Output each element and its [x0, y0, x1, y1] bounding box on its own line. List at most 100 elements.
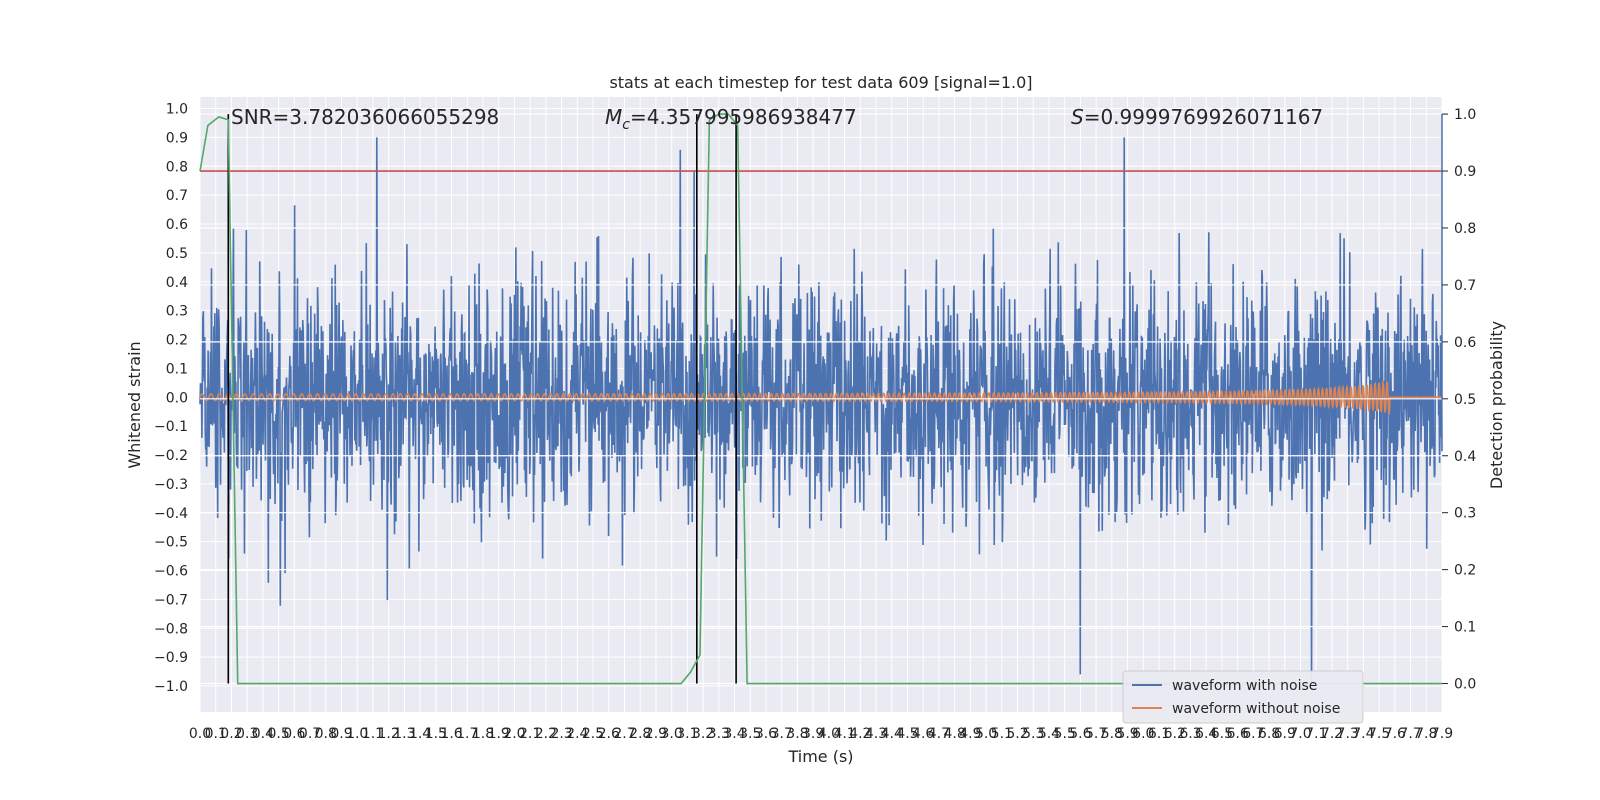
y2-tick-label: 1.0	[1454, 107, 1476, 123]
x-tick-label: 6.7	[1242, 726, 1264, 742]
x-tick-label: 0.8	[315, 726, 337, 742]
mc-symbol: M	[605, 105, 622, 129]
x-tick-label: 4.0	[818, 726, 840, 742]
y-tick-label: 0.9	[166, 130, 188, 146]
y-tick-label: 0.2	[166, 333, 188, 349]
x-tick-label: 0.6	[283, 726, 305, 742]
x-tick-label: 6.4	[1195, 726, 1217, 742]
x-tick-label: 5.9	[1116, 726, 1138, 742]
x-tick-label: 4.5	[896, 726, 918, 742]
x-axis-label: Time (s)	[787, 747, 853, 766]
y-tick-label: 0.8	[166, 159, 188, 175]
x-tick-label: 5.3	[1022, 726, 1044, 742]
x-tick-label: 3.6	[755, 726, 777, 742]
x-tick-label: 6.2	[1164, 726, 1186, 742]
x-tick-label: 7.4	[1352, 726, 1374, 742]
clean-waveform-line	[199, 380, 1442, 415]
x-tick-label: 0.9	[330, 726, 352, 742]
x-tick-label: 6.6	[1226, 726, 1248, 742]
y-tick-label: −1.0	[154, 679, 188, 695]
y-tick-label: −0.8	[154, 621, 188, 637]
legend-label-noise: waveform with noise	[1172, 678, 1317, 694]
x-tick-label: 2.4	[566, 726, 588, 742]
overlay	[199, 113, 1443, 685]
y-tick-label: 0.5	[166, 246, 188, 262]
x-tick-label: 4.6	[912, 726, 934, 742]
y-axis-label: Whitened strain	[125, 341, 144, 468]
mc-annotation: Mc=4.357995986938477	[605, 105, 857, 133]
chart-title: stats at each timestep for test data 609…	[609, 73, 1032, 92]
y-tick-label: 0.3	[166, 304, 188, 320]
mc-subscript: c	[622, 117, 630, 133]
y2-tick-label: 0.7	[1454, 278, 1476, 294]
y2-axis-label: Detection probability	[1487, 321, 1506, 489]
y-tick-label: 0.1	[166, 361, 188, 377]
x-tick-label: 2.8	[629, 726, 651, 742]
y-tick-label: −0.5	[154, 535, 188, 551]
x-tick-label: 4.1	[833, 726, 855, 742]
x-tick-label: 7.2	[1321, 726, 1343, 742]
x-tick-label: 6.8	[1258, 726, 1280, 742]
x-tick-label: 3.1	[676, 726, 698, 742]
x-tick-label: 5.8	[1101, 726, 1123, 742]
x-tick-label: 5.4	[1038, 726, 1060, 742]
x-tick-label: 3.5	[739, 726, 761, 742]
snr-annotation: SNR=3.782036066055298	[231, 105, 499, 129]
signal-series	[199, 380, 1442, 415]
x-tick-label: 2.0	[503, 726, 525, 742]
y-tick-label: −0.3	[154, 477, 188, 493]
x-tick-label: 0.0	[189, 726, 211, 742]
y2-tick-label: 0.3	[1454, 506, 1476, 522]
x-tick-label: 3.4	[723, 726, 745, 742]
y-tick-label: 0.6	[166, 217, 188, 233]
y2-tick-label: 0.4	[1454, 449, 1476, 465]
y-tick-label: 0.4	[166, 275, 188, 291]
mc-value: =4.357995986938477	[630, 105, 857, 129]
legend-label-signal: waveform without noise	[1172, 701, 1340, 717]
x-tick-label: 2.7	[613, 726, 635, 742]
x-tick-label: 0.2	[220, 726, 242, 742]
x-tick-label: 5.1	[991, 726, 1013, 742]
y2-tick-label: 0.0	[1454, 677, 1476, 693]
x-tick-label: 4.2	[849, 726, 871, 742]
s-symbol: S	[1071, 105, 1084, 129]
x-tick-label: 5.2	[1006, 726, 1028, 742]
x-tick-label: 1.0	[346, 726, 368, 742]
x-tick-label: 1.6	[440, 726, 462, 742]
y2-tick-label: 0.2	[1454, 563, 1476, 579]
y-tick-label: 0.7	[166, 188, 188, 204]
x-tick-label: 6.0	[1132, 726, 1154, 742]
y2-tick-label: 0.1	[1454, 620, 1476, 636]
s-annotation: S=0.9999769926071167	[1071, 105, 1323, 129]
x-tick-label: 0.1	[205, 726, 227, 742]
x-tick-label: 4.8	[944, 726, 966, 742]
x-tick-label: 1.5	[425, 726, 447, 742]
legend: waveform with noise waveform without noi…	[1122, 670, 1364, 724]
y-tick-label: −0.2	[154, 448, 188, 464]
y-tick-label: 0.0	[166, 390, 188, 406]
x-tick-label: 1.9	[488, 726, 510, 742]
x-tick-label: 3.8	[786, 726, 808, 742]
y2-tick-label: 0.8	[1454, 221, 1476, 237]
x-tick-label: 4.7	[928, 726, 950, 742]
y2-tick-label: 0.9	[1454, 164, 1476, 180]
x-tick-label: 3.9	[802, 726, 824, 742]
x-tick-label: 5.6	[1069, 726, 1091, 742]
x-tick-label: 6.5	[1211, 726, 1233, 742]
y-tick-label: −0.6	[154, 564, 188, 580]
x-tick-label: 1.2	[378, 726, 400, 742]
s-value: =0.9999769926071167	[1084, 105, 1323, 129]
x-tick-label: 0.5	[267, 726, 289, 742]
detection-probability-line	[199, 113, 1442, 685]
x-tick-label: 7.8	[1415, 726, 1437, 742]
y-tick-label: 1.0	[166, 102, 188, 118]
x-tick-label: 4.4	[881, 726, 903, 742]
x-tick-label: 0.3	[236, 726, 258, 742]
x-tick-label: 0.7	[299, 726, 321, 742]
y2-grid	[200, 113, 1442, 685]
y2-tick-label: 0.5	[1454, 392, 1476, 408]
x-tick-label: 1.3	[393, 726, 415, 742]
x-tick-label: 1.4	[409, 726, 431, 742]
